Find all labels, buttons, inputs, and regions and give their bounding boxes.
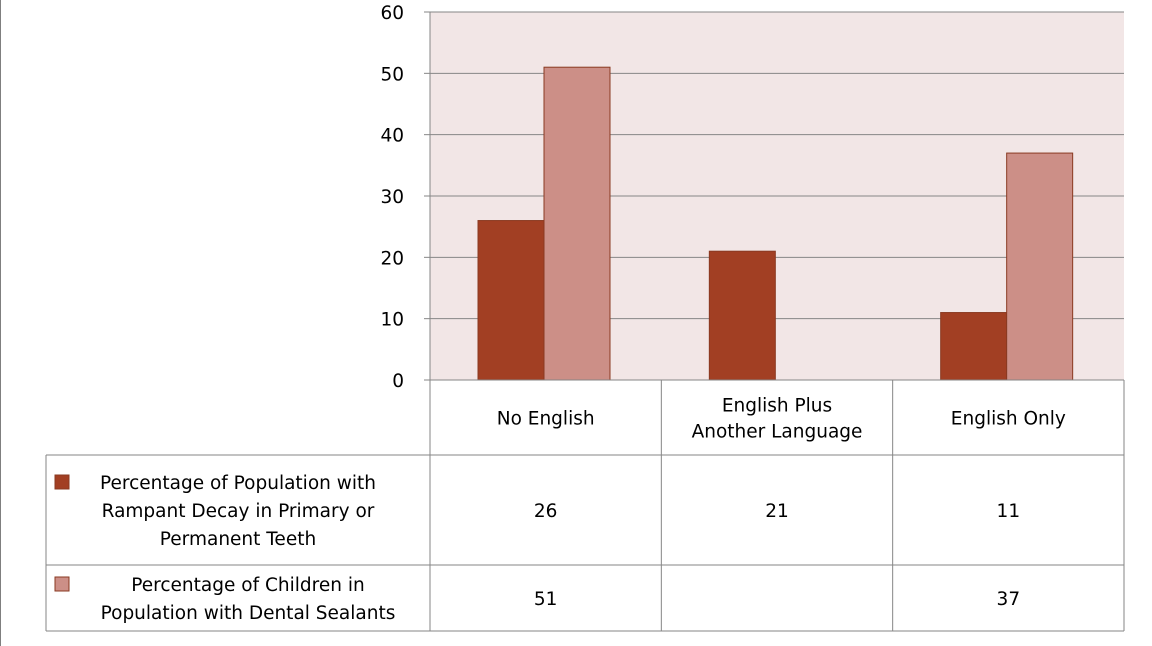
data-label: 11 <box>997 501 1021 522</box>
y-tick-label: 50 <box>380 64 404 85</box>
legend-label: Percentage of Population with <box>100 473 376 494</box>
data-label: 51 <box>534 589 558 610</box>
y-tick-label: 0 <box>392 371 404 392</box>
category-label: Another Language <box>692 422 863 443</box>
data-label: 37 <box>997 589 1021 610</box>
data-label: 21 <box>765 501 789 522</box>
bar <box>708 250 776 381</box>
y-tick-label: 20 <box>380 248 404 269</box>
legend-label: Rampant Decay in Primary or <box>102 501 375 522</box>
y-tick-label: 30 <box>380 187 404 208</box>
legend-label: Population with Dental Sealants <box>101 603 396 624</box>
bar <box>1006 152 1074 381</box>
legend-label: Permanent Teeth <box>160 529 316 550</box>
category-label: English Plus <box>722 396 832 417</box>
bar <box>543 66 611 381</box>
y-tick-label: 10 <box>380 310 404 331</box>
legend-label: Percentage of Children in <box>131 575 364 596</box>
y-tick-label: 40 <box>380 126 404 147</box>
y-tick-label: 60 <box>380 3 404 24</box>
legend-swatch <box>54 474 70 490</box>
category-label: English Only <box>951 409 1066 430</box>
category-label: No English <box>497 409 595 430</box>
bar <box>477 220 545 381</box>
bar <box>940 312 1008 381</box>
data-label: 26 <box>534 501 558 522</box>
frame-border <box>0 0 1 646</box>
legend-swatch <box>54 576 70 592</box>
